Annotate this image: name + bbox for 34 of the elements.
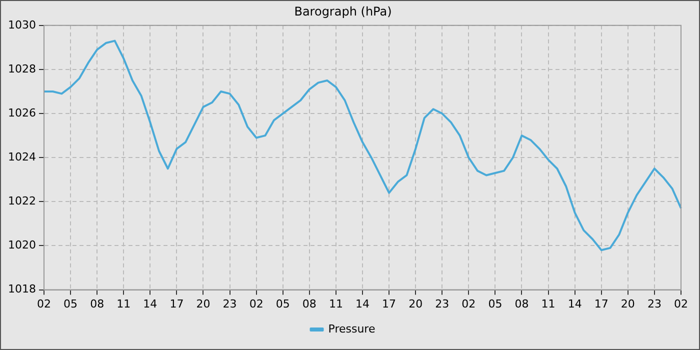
x-tick-label: 17 — [594, 297, 608, 310]
x-tick-label: 17 — [170, 297, 184, 310]
x-tick-label: 20 — [196, 297, 210, 310]
y-tick-label: 1022 — [8, 194, 36, 208]
x-tick-label: 05 — [276, 297, 290, 310]
x-tick-label: 23 — [222, 297, 237, 310]
x-tick-label: 14 — [568, 297, 582, 310]
y-tick-label: 1024 — [8, 150, 36, 164]
x-tick-label: 14 — [355, 297, 370, 310]
x-tick-label: 05 — [488, 297, 502, 310]
y-tick-label: 1018 — [8, 282, 36, 296]
x-tick-label: 02 — [249, 297, 264, 310]
x-tick-label: 08 — [514, 297, 529, 310]
legend-label: Pressure — [328, 322, 376, 336]
x-tick-label: 11 — [328, 297, 343, 310]
y-tick-label: 1026 — [8, 106, 36, 120]
chart-title: Barograph (hPa) — [294, 4, 392, 18]
x-tick-label: 20 — [620, 297, 635, 310]
y-tick-label: 1028 — [8, 62, 36, 76]
x-tick-label: 20 — [408, 297, 423, 310]
x-tick-label: 14 — [143, 297, 158, 310]
x-tick-label: 02 — [674, 297, 688, 310]
x-tick-label: 11 — [541, 297, 556, 310]
x-tick-label: 23 — [435, 297, 450, 310]
y-tick-label: 1030 — [8, 18, 36, 32]
x-tick-label: 17 — [382, 297, 396, 310]
x-tick-label: 23 — [647, 297, 662, 310]
x-tick-label: 08 — [302, 297, 316, 310]
y-tick-label: 1020 — [8, 238, 36, 252]
x-tick-label: 11 — [116, 297, 131, 310]
x-tick-label: 02 — [36, 297, 51, 310]
x-tick-label: 02 — [462, 297, 476, 310]
x-tick-label: 08 — [90, 297, 104, 310]
x-tick-label: 05 — [64, 297, 78, 310]
